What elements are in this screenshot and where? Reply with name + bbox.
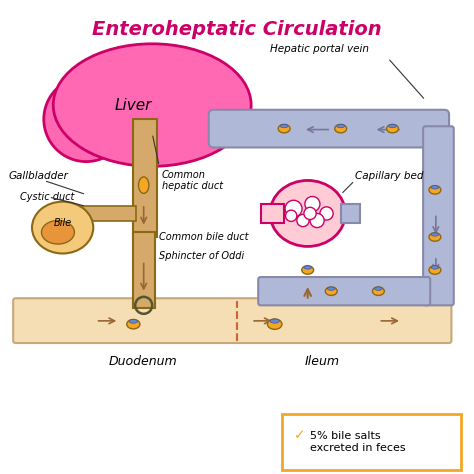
Text: ✓: ✓ — [293, 428, 305, 442]
Text: Duodenum: Duodenum — [109, 355, 177, 368]
Ellipse shape — [431, 186, 439, 189]
Circle shape — [304, 207, 316, 219]
Ellipse shape — [302, 266, 314, 274]
Ellipse shape — [429, 233, 441, 241]
Text: Hepatic portal vein: Hepatic portal vein — [270, 44, 369, 54]
Ellipse shape — [53, 44, 251, 166]
Ellipse shape — [280, 124, 288, 128]
Ellipse shape — [429, 266, 441, 274]
FancyBboxPatch shape — [209, 110, 449, 147]
Ellipse shape — [44, 77, 128, 162]
Circle shape — [297, 214, 309, 227]
Circle shape — [285, 200, 302, 217]
FancyBboxPatch shape — [282, 414, 461, 470]
Circle shape — [305, 197, 320, 211]
Text: Enteroheptatic Circulation: Enteroheptatic Circulation — [92, 20, 382, 39]
Ellipse shape — [389, 124, 396, 128]
Ellipse shape — [325, 287, 337, 295]
Ellipse shape — [373, 287, 384, 295]
Ellipse shape — [270, 181, 346, 246]
Ellipse shape — [304, 266, 311, 269]
Text: Sphincter of Oddi: Sphincter of Oddi — [159, 251, 245, 261]
Ellipse shape — [429, 186, 441, 194]
Ellipse shape — [335, 124, 346, 133]
Ellipse shape — [267, 319, 282, 329]
Text: Liver: Liver — [115, 98, 152, 112]
Ellipse shape — [138, 177, 149, 193]
Ellipse shape — [278, 124, 290, 133]
FancyBboxPatch shape — [258, 277, 430, 305]
Ellipse shape — [387, 124, 399, 133]
FancyBboxPatch shape — [423, 126, 454, 305]
Text: 5% bile salts
excreted in feces: 5% bile salts excreted in feces — [310, 431, 406, 453]
Ellipse shape — [431, 266, 439, 269]
Text: Capillary bed: Capillary bed — [355, 171, 423, 181]
Text: Gallbladder: Gallbladder — [9, 171, 68, 181]
FancyBboxPatch shape — [63, 206, 136, 220]
FancyBboxPatch shape — [133, 119, 157, 237]
FancyBboxPatch shape — [341, 204, 359, 223]
FancyBboxPatch shape — [133, 232, 155, 308]
FancyBboxPatch shape — [261, 204, 284, 223]
Ellipse shape — [129, 319, 137, 323]
Circle shape — [310, 213, 324, 228]
Text: Cystic duct: Cystic duct — [20, 192, 74, 202]
Ellipse shape — [374, 287, 382, 291]
FancyBboxPatch shape — [13, 298, 451, 343]
Circle shape — [320, 207, 333, 220]
Ellipse shape — [41, 220, 74, 244]
Ellipse shape — [270, 319, 279, 323]
Text: Ileum: Ileum — [304, 355, 339, 368]
Text: Common bile duct: Common bile duct — [159, 232, 249, 242]
Text: Common
hepatic duct: Common hepatic duct — [162, 170, 223, 191]
Ellipse shape — [431, 233, 439, 236]
Ellipse shape — [32, 201, 93, 254]
Ellipse shape — [127, 319, 140, 329]
Circle shape — [285, 210, 297, 221]
Ellipse shape — [328, 287, 335, 291]
Ellipse shape — [337, 124, 345, 128]
Text: Bile: Bile — [54, 218, 72, 228]
